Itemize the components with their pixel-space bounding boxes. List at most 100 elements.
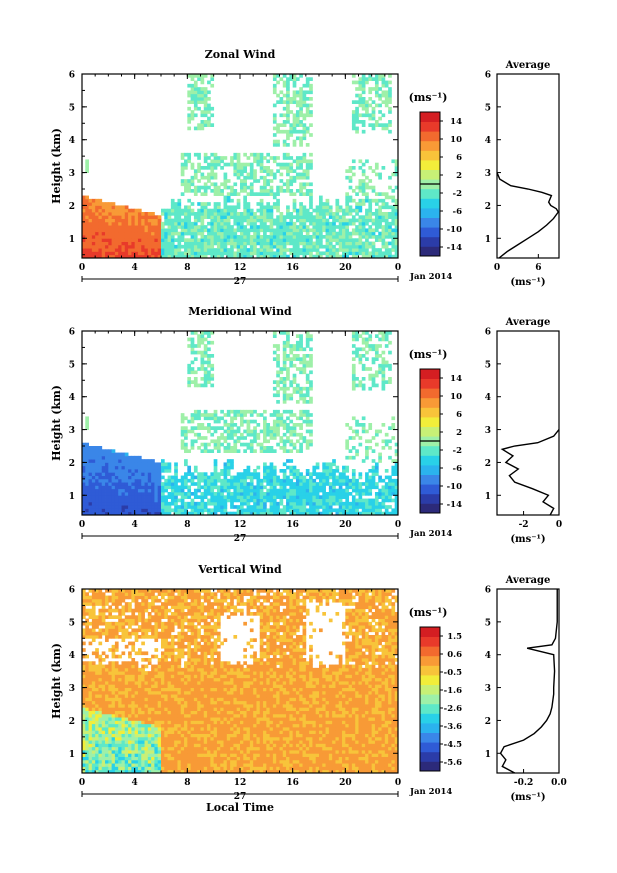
- heatmap-cell: [240, 179, 244, 183]
- heatmap-cell: [315, 488, 320, 493]
- heatmap-cell: [253, 472, 257, 476]
- profile-y-tick-label: 5: [485, 360, 491, 370]
- heatmap-cell: [365, 472, 369, 476]
- heatmap-cell: [108, 690, 113, 695]
- heatmap-cell: [249, 508, 254, 513]
- heatmap-cell: [315, 244, 320, 249]
- heatmap-cell: [200, 498, 205, 503]
- heatmap-cell: [203, 380, 208, 384]
- heatmap-cell: [154, 244, 159, 249]
- heatmap-cell: [266, 511, 271, 516]
- heatmap-cell: [98, 612, 103, 616]
- heatmap-cell: [190, 482, 195, 486]
- heatmap-cell: [144, 238, 149, 242]
- heatmap-cell: [167, 511, 172, 516]
- heatmap-cell: [105, 472, 109, 476]
- heatmap-cell: [266, 238, 271, 242]
- heatmap-cell: [213, 254, 218, 259]
- heatmap-cell: [391, 416, 396, 421]
- heatmap-cell: [276, 254, 280, 259]
- heatmap-cell: [151, 459, 155, 463]
- heatmap-cell: [243, 231, 247, 236]
- heatmap-cell: [95, 736, 99, 741]
- heatmap-cell: [141, 459, 145, 463]
- heatmap-cell: [348, 208, 353, 213]
- heatmap-cell: [134, 488, 139, 493]
- heatmap-cell: [371, 482, 376, 486]
- heatmap-cell: [91, 492, 96, 496]
- heatmap-cell: [305, 478, 310, 483]
- heatmap-cell: [101, 602, 106, 606]
- heatmap-cell: [259, 511, 264, 516]
- heatmap-cell: [325, 221, 330, 226]
- heatmap-cell: [256, 475, 261, 480]
- heatmap-cell: [358, 475, 363, 480]
- heatmap-cell: [88, 505, 93, 509]
- heatmap-cell: [368, 475, 373, 480]
- heatmap-cell: [266, 202, 271, 206]
- x-tick-label: 8: [184, 263, 190, 273]
- heatmap-cell: [193, 228, 198, 233]
- profile-y-tick-label: 3: [485, 169, 491, 179]
- heatmap-cell: [368, 505, 373, 509]
- heatmap-cell: [98, 602, 103, 606]
- x-tick-label: 4: [132, 263, 138, 273]
- heatmap-cell: [269, 208, 274, 213]
- heatmap-cell: [236, 436, 241, 440]
- heatmap-cell: [233, 192, 238, 196]
- heatmap-cell: [305, 393, 310, 398]
- heatmap-cell: [223, 179, 228, 183]
- heatmap-cell: [200, 357, 205, 361]
- heatmap-cell: [85, 625, 89, 629]
- heatmap-cell: [167, 231, 172, 236]
- colorbar-segment: [420, 407, 440, 418]
- heatmap-cell: [85, 690, 89, 695]
- heatmap-cell: [167, 244, 172, 249]
- heatmap-cell: [305, 215, 310, 219]
- heatmap-cell: [381, 446, 386, 450]
- heatmap-cell: [381, 215, 386, 219]
- heatmap-cell: [226, 423, 231, 427]
- heatmap-cell: [282, 221, 287, 226]
- heatmap-cell: [170, 221, 175, 226]
- heatmap-cell: [236, 205, 241, 210]
- heatmap-cell: [180, 221, 185, 226]
- heatmap-cell: [105, 750, 109, 754]
- heatmap-cell: [108, 455, 113, 460]
- heatmap-cell: [187, 159, 192, 164]
- heatmap-cell: [309, 238, 313, 242]
- heatmap-cell: [355, 208, 359, 213]
- heatmap-cell: [309, 357, 313, 361]
- heatmap-cell: [286, 143, 290, 147]
- heatmap-cell: [328, 244, 333, 249]
- heatmap-cell: [197, 485, 201, 490]
- heatmap-cell: [246, 429, 251, 434]
- heatmap-cell: [170, 225, 175, 229]
- heatmap-cell: [299, 416, 303, 421]
- heatmap-cell: [361, 90, 366, 95]
- heatmap-cell: [151, 462, 155, 467]
- heatmap-cell: [269, 212, 274, 216]
- heatmap-cell: [342, 475, 346, 480]
- heatmap-cell: [82, 238, 86, 242]
- heatmap-cell: [197, 228, 201, 233]
- heatmap-cell: [213, 251, 218, 256]
- heatmap-cell: [240, 231, 244, 236]
- heatmap-cell: [374, 370, 379, 375]
- heatmap-cell: [223, 244, 228, 249]
- heatmap-cell: [292, 390, 297, 394]
- heatmap-cell: [187, 225, 192, 229]
- heatmap-cell: [286, 337, 290, 342]
- heatmap-cell: [213, 413, 218, 417]
- heatmap-cell: [295, 475, 300, 480]
- heatmap-cell: [374, 482, 379, 486]
- heatmap-cell: [114, 495, 119, 499]
- heatmap-cell: [98, 740, 103, 744]
- heatmap-cell: [335, 208, 340, 213]
- heatmap-cell: [134, 215, 139, 219]
- heatmap-cell: [118, 475, 122, 480]
- heatmap-cell: [95, 254, 99, 259]
- heatmap-cell: [276, 426, 280, 430]
- heatmap-cell: [207, 120, 211, 124]
- heatmap-cell: [203, 215, 208, 219]
